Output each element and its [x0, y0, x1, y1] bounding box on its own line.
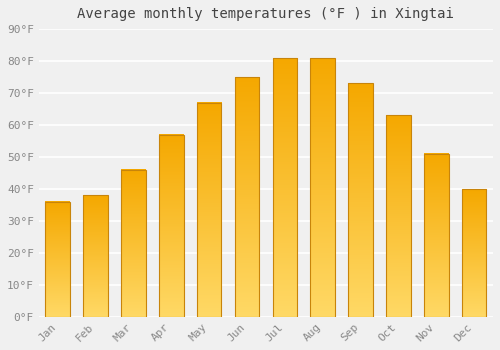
Bar — [348, 83, 373, 317]
Bar — [424, 154, 448, 317]
Bar — [159, 134, 184, 317]
Bar — [121, 170, 146, 317]
Bar — [46, 202, 70, 317]
Bar — [386, 116, 410, 317]
Title: Average monthly temperatures (°F ) in Xingtai: Average monthly temperatures (°F ) in Xi… — [78, 7, 454, 21]
Bar — [310, 58, 335, 317]
Bar — [84, 195, 108, 317]
Bar — [462, 189, 486, 317]
Bar — [197, 103, 222, 317]
Bar — [272, 58, 297, 317]
Bar — [234, 77, 260, 317]
